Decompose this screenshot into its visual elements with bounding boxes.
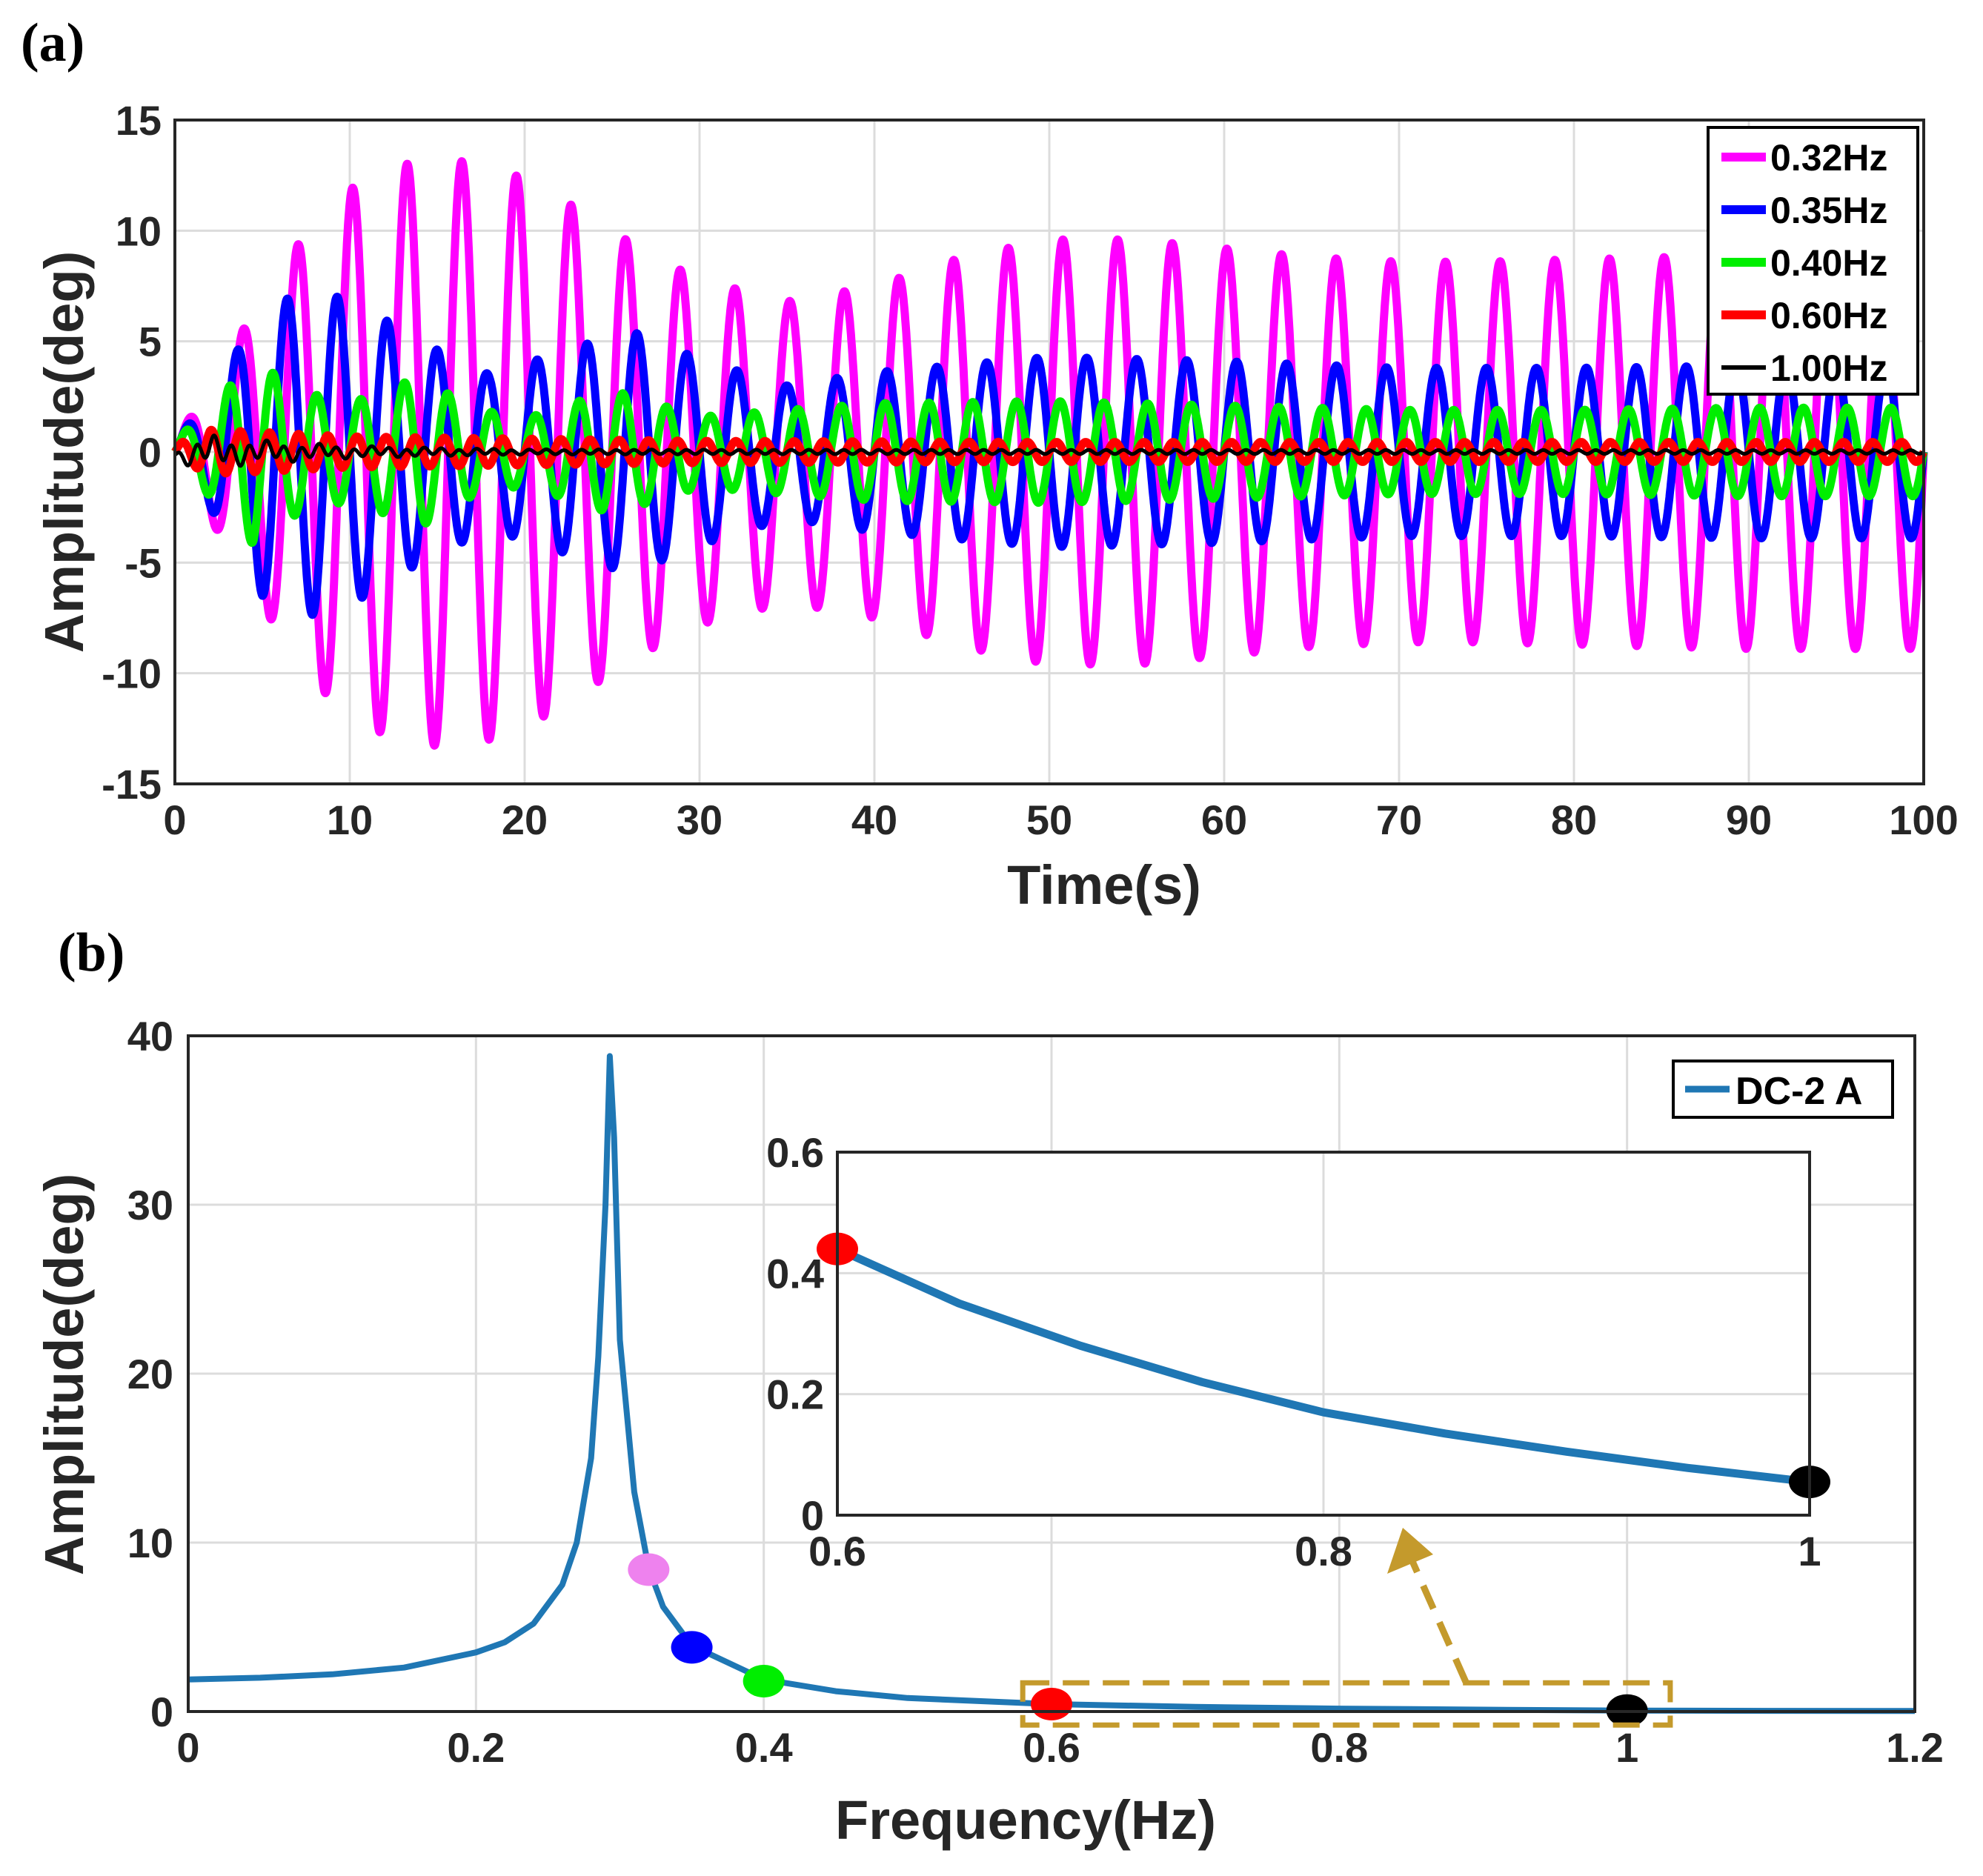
panel-a-ytick-label: 10 [116,207,162,254]
panel-b-xtick-label: 1 [1615,1724,1638,1771]
panel-a-xtick-label: 80 [1551,796,1597,843]
panel-b-ylabel: Amplitude(deg) [33,1174,95,1576]
panel-a-legend: 0.32Hz 0.35Hz 0.40Hz 0.60Hz 1.00Hz [1707,126,1919,396]
panel-b-xtick-label: 0.2 [447,1724,505,1771]
panel-b-inset-ytick-label: 0 [801,1492,824,1539]
panel-a-ylabel: Amplitude(deg) [33,251,95,653]
panel-a-legend-label: 0.40Hz [1770,242,1887,284]
panel-b-ytick-label: 40 [127,1013,173,1060]
panel-a-ytick-label: -10 [102,651,162,697]
panel-b-inset-frame [836,1151,1811,1517]
panel-a-xtick-label: 70 [1376,796,1422,843]
panel-b-inset: 0.6 0.8 1 0.6 0.4 0.2 0 [766,1129,1830,1574]
panel-a-legend-label: 1.00Hz [1770,347,1887,389]
panel-a-legend-label: 0.35Hz [1770,190,1887,231]
panel-a-series-lines [171,157,1928,750]
panel-b-marker [743,1664,785,1697]
panel-b-marker [1031,1687,1072,1720]
panel-b-legend: DC-2 A [1672,1060,1894,1119]
panel-b-series-lines [187,1053,1916,1727]
panel-b-label: (b) [58,922,124,983]
panel-b-inset-ytick-label: 0.6 [766,1129,824,1176]
panel-b-legend-label: DC-2 A [1735,1070,1862,1113]
panel-b-ytick-label: 30 [127,1182,173,1228]
panel-a-time-series: (a) 0 10 20 30 40 50 60 70 80 90 100151050-5-10-15… [21,13,1959,916]
panel-b-ytick-label: 10 [127,1520,173,1566]
panel-b-inset-xtick-label: 0.6 [808,1528,866,1574]
panel-a-ytick-label: -15 [102,761,162,808]
panel-a-legend-label: 0.60Hz [1770,295,1887,336]
panel-b-frame [187,1034,1916,1713]
panel-b-ytick-label: 20 [127,1351,173,1397]
panel-a-xtick-label: 10 [327,796,373,843]
panel-b-inset-line [835,1245,1810,1486]
panel-b-xtick-label: 0 [176,1724,199,1771]
panel-a-ytick-label: 15 [116,97,162,144]
panel-a-xtick-label: 60 [1201,796,1247,843]
panel-b-xtick-label: 0.8 [1310,1724,1368,1771]
panel-b-highlight-arrow-head [1387,1528,1433,1574]
panel-a-xtick-label: 20 [502,796,548,843]
panel-a-xtick-label: 30 [677,796,723,843]
panel-a-xtick-label: 90 [1726,796,1772,843]
panel-b-marker [671,1631,713,1664]
panel-a-frame [173,119,1925,785]
panel-b-highlight-rect [1020,1680,1673,1728]
panel-a-legend-label: 0.32Hz [1770,137,1887,179]
panel-b-marker [628,1553,670,1586]
panel-a-xtick-label: 0 [163,796,186,843]
panel-b-ytick-label: 0 [150,1689,173,1735]
panel-b-inset-ytick-label: 0.4 [766,1250,824,1297]
panel-b-xlabel: Frequency(Hz) [835,1789,1216,1851]
panel-a-label: (a) [21,13,84,73]
panel-b-xtick-label: 0.4 [735,1724,793,1771]
panel-b-series-line [187,1053,1916,1714]
panel-a-xlabel: Time(s) [1007,854,1201,916]
panel-a-series-line [173,433,1925,468]
panel-b-inset-ytick-label: 0.2 [766,1371,824,1418]
panel-a-xtick-label: 50 [1026,796,1072,843]
panel-b-highlight-arrow-shaft [1408,1558,1469,1683]
panel-a-ytick-label: -5 [124,539,162,586]
panel-a-ytick-label: 5 [139,319,162,365]
panel-b-xtick-label: 0.6 [1023,1724,1080,1771]
panel-b-xtick-label: 1.2 [1886,1724,1944,1771]
panel-a-ytick-label: 0 [139,429,162,476]
panel-b-highlight-box [1020,1528,1673,1728]
panel-a-xtick-label: 100 [1889,796,1958,843]
panel-b-inset-xtick-label: 1 [1798,1528,1821,1574]
panel-b-inset-xtick-label: 0.8 [1295,1528,1352,1574]
panel-a-xtick-label: 40 [851,796,897,843]
